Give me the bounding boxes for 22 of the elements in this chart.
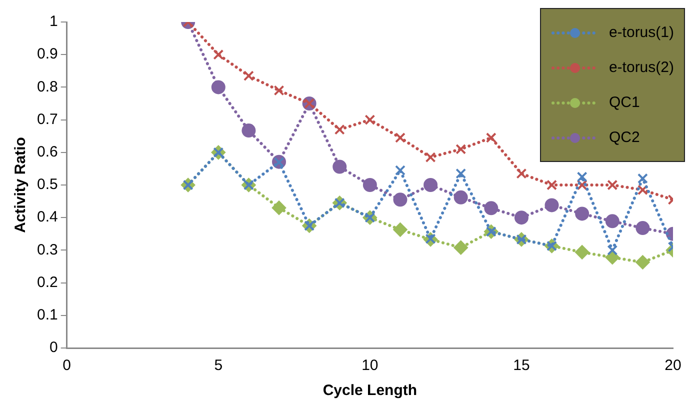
x-tick-label: 5: [214, 357, 223, 374]
y-tick-label: 1: [50, 13, 58, 30]
legend-label: QC1: [608, 94, 640, 111]
y-tick-label: 0.3: [36, 241, 58, 258]
y-tick-label: 0.7: [36, 110, 58, 128]
y-tick-label: 0.5: [36, 176, 58, 194]
y-tick-label: 0.1: [36, 306, 58, 324]
x-tick-label: 0: [62, 357, 72, 374]
x-tick-label: 10: [362, 357, 378, 374]
y-tick-label: 0.2: [36, 274, 58, 291]
x-tick-label: 15: [513, 357, 530, 374]
legend-label: e-torus(1): [608, 24, 674, 41]
legend-label: e-torus(2): [608, 59, 674, 76]
y-tick-label: 0: [50, 339, 58, 356]
y-tick-label: 0.9: [36, 46, 58, 63]
y-tick-label: 0.4: [36, 208, 58, 226]
y-tick-label: 0.8: [36, 78, 58, 96]
x-tick-label: 20: [664, 357, 682, 374]
x-axis-title: Cycle Length: [322, 382, 418, 400]
y-axis-title: Activity Ratio: [12, 137, 30, 233]
legend-label: QC2: [608, 129, 640, 146]
y-tick-label: 0.6: [36, 144, 58, 161]
